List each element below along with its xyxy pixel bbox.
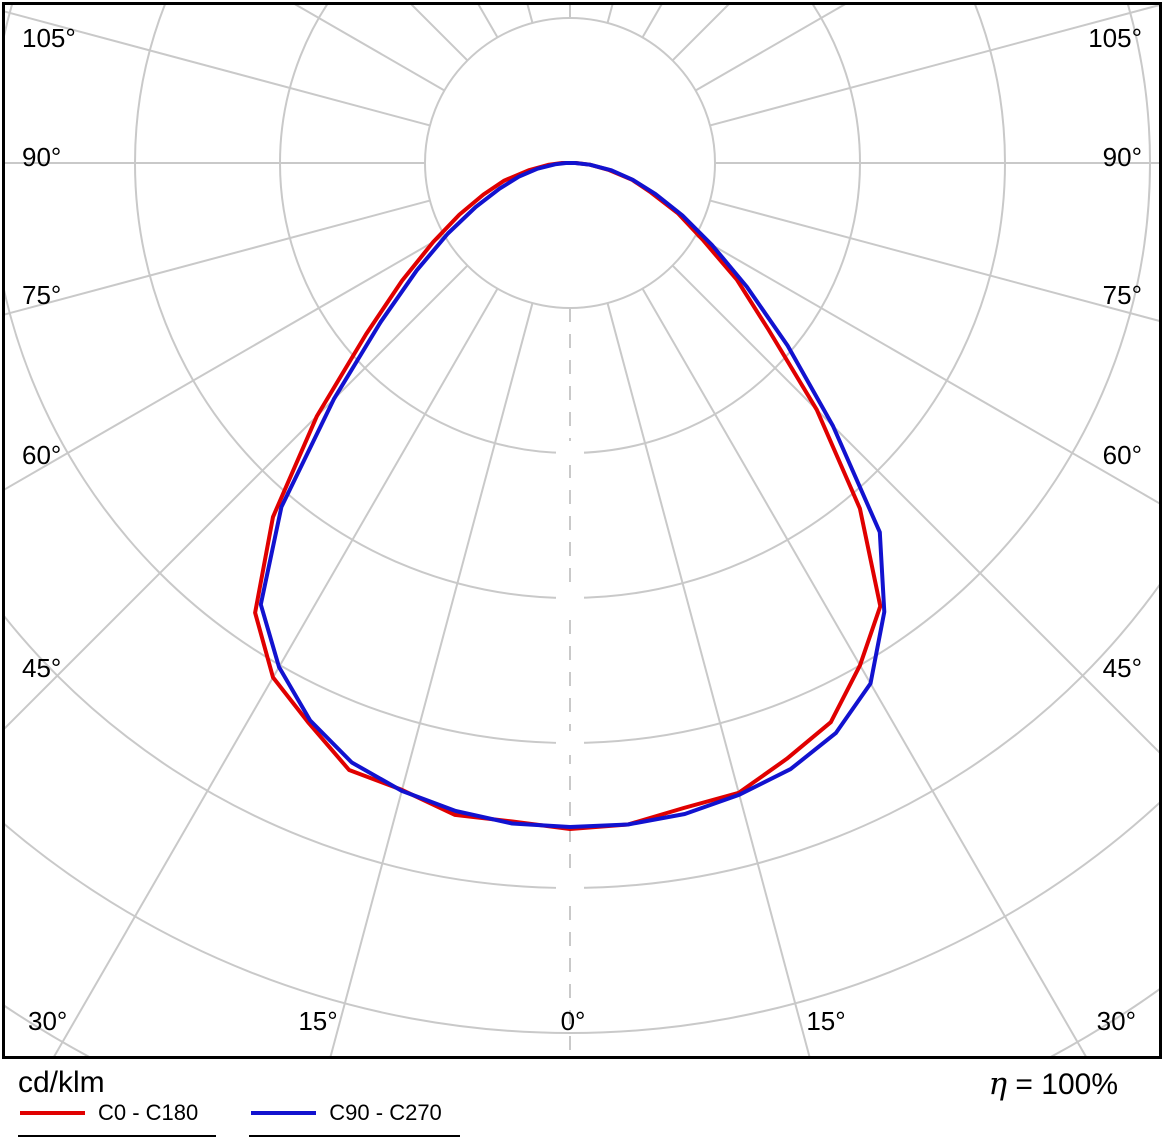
grid-spoke — [329, 302, 534, 1057]
curve-c0-c180 — [253, 161, 883, 831]
ring-label-gap — [556, 876, 584, 900]
angle-label: 45° — [1103, 653, 1142, 683]
plot-border — [2, 2, 1162, 1059]
angle-label: 60° — [22, 440, 61, 470]
eta-symbol: η — [988, 1066, 1008, 1102]
angle-label: 75° — [1103, 280, 1142, 310]
grid-spoke — [4, 234, 445, 491]
angle-label: 0° — [561, 1006, 586, 1036]
ring-label-gap — [556, 731, 584, 755]
grid-spoke — [709, 199, 1160, 322]
angle-label: 15° — [298, 1006, 337, 1036]
grid-spoke — [641, 4, 663, 38]
angle-label: 60° — [1103, 440, 1142, 470]
grid-ring — [279, 4, 861, 454]
polar-intensity-diagram: 105° 90° 75° 60° 45° 30° 15° 0° 15° 30° 45° 60° 75° 9… — [0, 0, 1164, 1062]
legend-swatch-c90-c270-line — [251, 1111, 317, 1115]
legend-item-c0-c180: C0 - C180 — [18, 1100, 217, 1137]
angle-label: 30° — [1097, 1006, 1136, 1036]
grid-spoke — [52, 288, 499, 1057]
plot-area — [0, 0, 1164, 1062]
angle-label: 90° — [1103, 142, 1142, 172]
efficiency-label: η = 100% — [989, 1066, 1119, 1102]
grid-spoke — [4, 199, 431, 316]
efficiency-value: = 100% — [1007, 1068, 1118, 1101]
grid-spoke — [4, 10, 431, 127]
angle-label: 105° — [1088, 23, 1142, 53]
legend-label-c0-c180: C0 - C180 — [98, 1100, 199, 1125]
grid-ring — [4, 801, 1160, 1034]
grid-spoke — [606, 302, 811, 1057]
grid-spoke — [4, 264, 469, 730]
angle-label: 30° — [28, 1006, 67, 1036]
angle-label: 105° — [22, 23, 76, 53]
angle-label: 45° — [22, 653, 61, 683]
grid-ring — [134, 4, 1006, 599]
grid-spoke — [709, 4, 1160, 127]
angle-label: 90° — [22, 142, 61, 172]
grid-ring — [4, 987, 1160, 1057]
legend-swatch-c0-c180-line — [20, 1111, 85, 1115]
ring-label-gap — [556, 441, 584, 465]
grid-spoke — [671, 264, 1160, 754]
footer: cd/klm η = 100% C0 - C180 C90 - C270 — [0, 1060, 1164, 1140]
curve-c90-c270 — [258, 161, 887, 829]
grid-spoke — [641, 288, 1088, 1057]
legend: C0 - C180 C90 - C270 — [18, 1100, 460, 1137]
grid-spoke — [695, 234, 1160, 505]
grid-ring — [0, 0, 1164, 1062]
angle-label: 75° — [22, 280, 61, 310]
ring-label-gap — [556, 586, 584, 610]
legend-label-c90-c270: C90 - C270 — [329, 1100, 442, 1125]
angle-label: 15° — [806, 1006, 845, 1036]
unit-label: cd/klm — [18, 1066, 105, 1099]
grid-ring — [4, 4, 1151, 744]
legend-item-c90-c270: C90 - C270 — [249, 1100, 460, 1137]
